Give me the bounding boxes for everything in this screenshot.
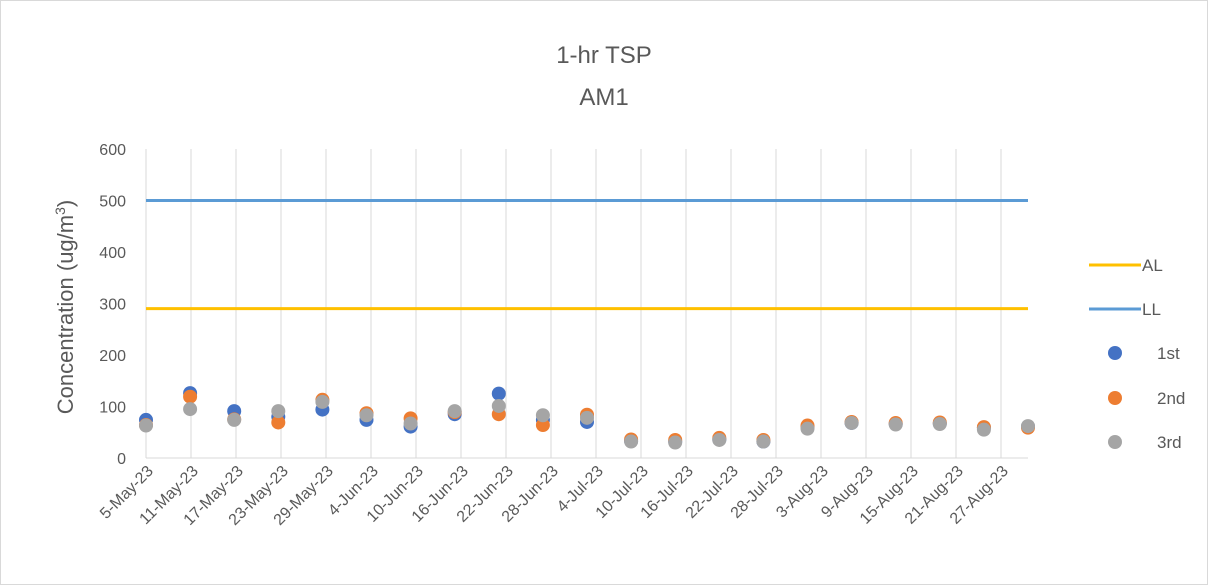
data-point-3rd bbox=[403, 416, 418, 431]
reference-lines bbox=[146, 199, 1028, 311]
legend: AL LL 1st 2nd 3rd bbox=[1089, 256, 1185, 452]
legend-label: 1st bbox=[1157, 344, 1180, 363]
data-point-3rd bbox=[756, 434, 771, 449]
data-point-3rd bbox=[1021, 419, 1035, 434]
data-point-3rd bbox=[535, 408, 550, 423]
data-point-3rd bbox=[271, 404, 286, 419]
y-tick-label: 0 bbox=[117, 451, 126, 468]
legend-swatch-3rd bbox=[1108, 435, 1122, 449]
data-point-3rd bbox=[800, 421, 815, 436]
chart-title: 1-hr TSP bbox=[556, 42, 652, 69]
data-point-2nd bbox=[271, 415, 286, 430]
data-point-3rd bbox=[315, 394, 330, 409]
legend-swatch-2nd bbox=[1108, 391, 1122, 405]
legend-label: LL bbox=[1142, 300, 1161, 319]
y-axis-label: Concentration (ug/m3) bbox=[52, 200, 78, 414]
data-point-3rd bbox=[183, 402, 198, 417]
y-tick-label: 500 bbox=[99, 194, 126, 211]
data-point-3rd bbox=[624, 434, 639, 449]
data-point-3rd bbox=[712, 432, 727, 447]
data-point-3rd bbox=[227, 412, 242, 427]
data-point-1st bbox=[491, 386, 506, 401]
data-point-2nd bbox=[183, 389, 198, 404]
y-tick-label: 300 bbox=[99, 297, 126, 314]
y-tick-label: 400 bbox=[99, 245, 126, 262]
y-tick-labels: 0 100 200 300 400 500 600 bbox=[99, 142, 126, 468]
data-point-3rd bbox=[932, 417, 947, 432]
data-point-3rd bbox=[359, 408, 374, 423]
x-tick-labels: 5-May-2311-May-2317-May-2323-May-2329-Ma… bbox=[97, 463, 1012, 529]
legend-label: AL bbox=[1142, 256, 1163, 275]
y-tick-label: 100 bbox=[99, 400, 126, 417]
data-point-3rd bbox=[844, 415, 859, 430]
y-axis-label-main: Concentration (ug/m bbox=[53, 215, 78, 414]
data-point-3rd bbox=[139, 418, 153, 433]
y-tick-label: 600 bbox=[99, 142, 126, 159]
chart-subtitle: AM1 bbox=[579, 84, 628, 111]
data-point-2nd bbox=[535, 418, 550, 433]
legend-label: 3rd bbox=[1157, 433, 1182, 452]
data-point-3rd bbox=[668, 435, 683, 450]
legend-swatch-1st bbox=[1108, 346, 1122, 360]
data-point-3rd bbox=[491, 398, 506, 413]
y-tick-label: 200 bbox=[99, 348, 126, 365]
data-points bbox=[139, 386, 1035, 450]
y-axis-label-close: ) bbox=[53, 200, 78, 207]
legend-label: 2nd bbox=[1157, 389, 1185, 408]
y-axis-label-sup: 3 bbox=[52, 207, 68, 215]
data-point-3rd bbox=[976, 422, 991, 437]
data-point-3rd bbox=[580, 410, 594, 425]
data-point-3rd bbox=[888, 417, 903, 432]
data-point-3rd bbox=[447, 404, 462, 419]
